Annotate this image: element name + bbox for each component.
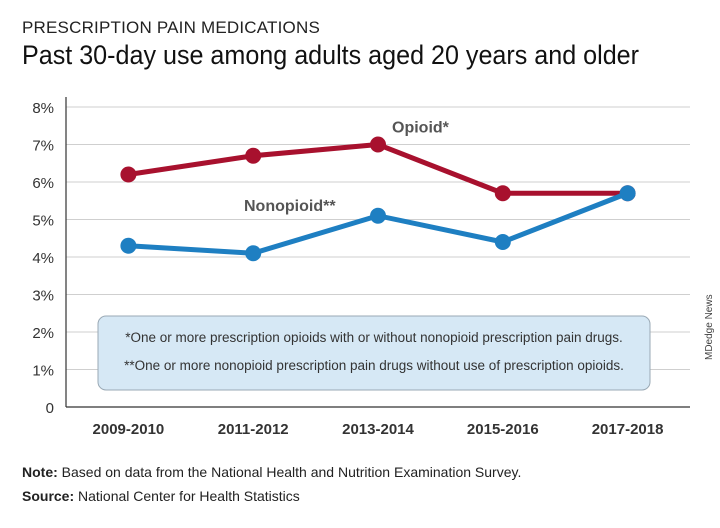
data-point <box>370 207 386 224</box>
y-tick-label: 4% <box>32 250 54 267</box>
series-label-opioid: Opioid* <box>392 120 450 137</box>
legend-note-text: *One or more prescription opioids with o… <box>125 330 623 345</box>
x-tick-label: 2017-2018 <box>592 421 664 438</box>
chart-kicker: PRESCRIPTION PAIN MEDICATIONS <box>22 18 320 37</box>
source-label: Source: <box>22 488 75 504</box>
data-point <box>120 237 137 254</box>
legend-note-text: **One or more nonopioid prescription pai… <box>124 358 624 373</box>
series-label-nonopioid: Nonopioid** <box>244 198 336 215</box>
source-line: Source: National Center for Health Stati… <box>22 488 300 504</box>
source-text: National Center for Health Statistics <box>74 488 300 504</box>
y-tick-label: 6% <box>32 175 54 192</box>
y-tick-label: 7% <box>32 138 54 155</box>
chart-title: Past 30-day use among adults aged 20 yea… <box>22 40 640 70</box>
data-point <box>619 185 636 202</box>
x-tick-label: 2011-2012 <box>218 421 289 438</box>
data-point <box>370 136 386 153</box>
x-tick-label: 2009-2010 <box>93 421 165 438</box>
y-tick-label: 1% <box>32 363 54 380</box>
x-tick-label: 2015-2016 <box>467 421 539 438</box>
data-point <box>494 185 511 202</box>
legend-note-box <box>97 315 651 391</box>
note-text: Based on data from the National Health a… <box>57 464 522 480</box>
y-tick-label: 0 <box>46 400 54 417</box>
credit-label: MDedge News <box>704 294 715 360</box>
y-tick-label: 5% <box>32 213 54 230</box>
y-tick-label: 8% <box>32 100 54 117</box>
y-tick-label: 2% <box>32 325 54 342</box>
data-point <box>120 166 137 183</box>
data-point <box>245 245 262 262</box>
y-tick-label: 3% <box>32 288 54 305</box>
note-label: Note: <box>22 464 58 480</box>
data-point <box>245 147 262 164</box>
x-tick-label: 2013-2014 <box>342 421 414 438</box>
note-line: Note: Based on data from the National He… <box>22 464 521 480</box>
data-point <box>494 234 511 250</box>
